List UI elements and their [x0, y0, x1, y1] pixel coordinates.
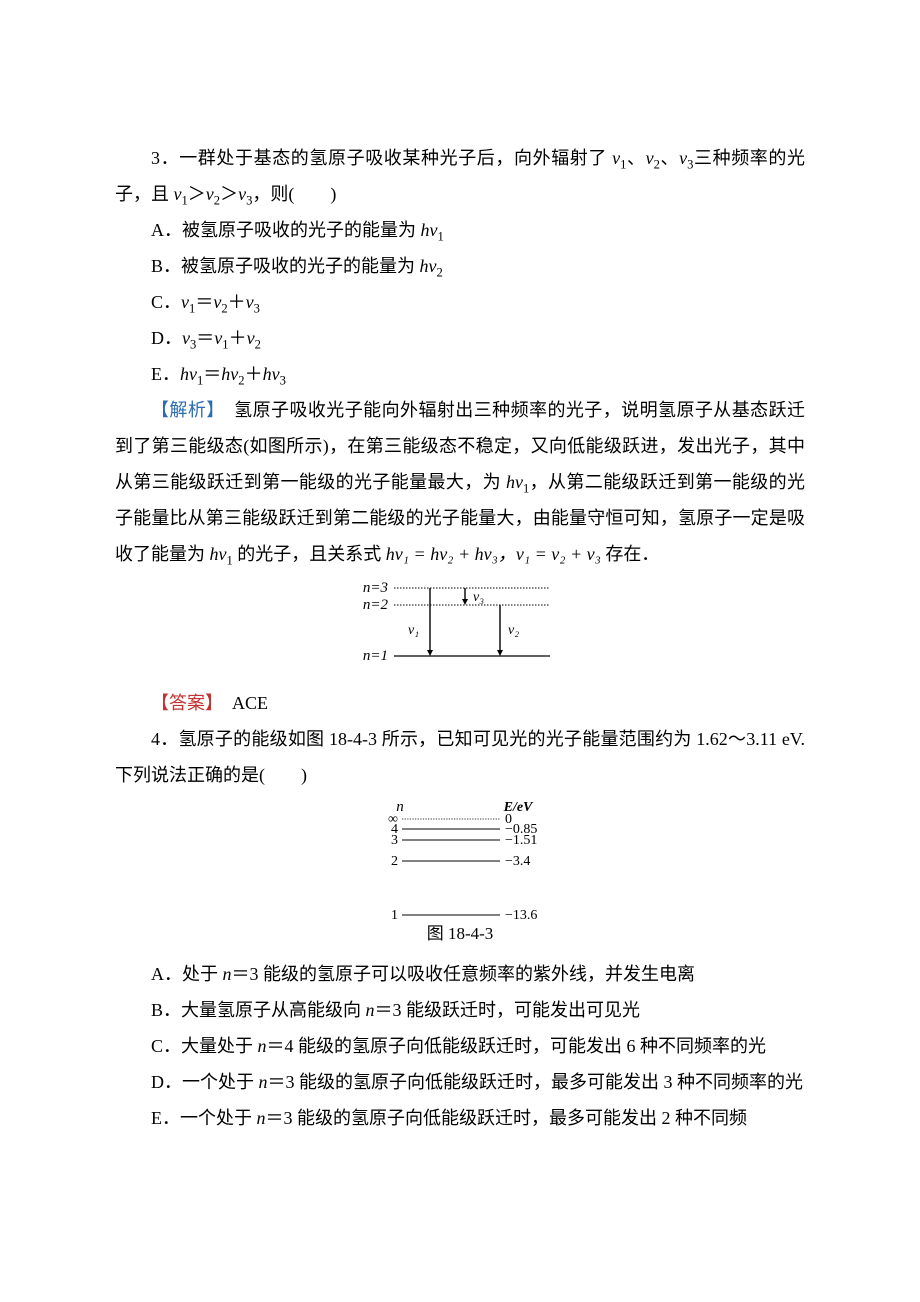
- level-label: n=2: [363, 597, 389, 613]
- var: v: [646, 148, 654, 168]
- text: 存在．: [601, 544, 660, 564]
- text: D．: [151, 328, 182, 348]
- text: ＝: [196, 328, 214, 348]
- text: E．: [151, 364, 180, 384]
- q3-answer: 【答案】 ACE: [115, 685, 805, 721]
- var: n: [366, 1000, 375, 1020]
- var: v: [238, 184, 246, 204]
- sub: 2: [255, 338, 261, 352]
- arrow-head-icon: [462, 599, 468, 605]
- q3-option-a: A．被氢原子吸收的光子的能量为 hv1: [115, 212, 805, 248]
- var: v: [679, 148, 687, 168]
- q3-diagram: n=3 n=2 n=1 ν₃ ν₁ ν₂: [115, 576, 805, 683]
- var: hv: [420, 256, 437, 276]
- q4-option-d: D．一个处于 n＝3 能级的氢原子向低能级跃迁时，最多可能发出 3 种不同频率的…: [115, 1064, 805, 1100]
- text: ，则( ): [252, 184, 336, 204]
- var: hv: [210, 544, 227, 564]
- var: hv: [421, 220, 438, 240]
- q4-option-e: E．一个处于 n＝3 能级的氢原子向低能级跃迁时，最多可能发出 2 种不同频: [115, 1100, 805, 1136]
- text: ＋: [228, 292, 246, 312]
- level-e: −13.6: [505, 908, 537, 923]
- q4-diagram: n E/eV ∞ 0 4 −0.85 3 −1.51 2 −3.4 1 −13.…: [115, 797, 805, 954]
- q3-option-b: B．被氢原子吸收的光子的能量为 hv2: [115, 248, 805, 284]
- analysis-label: 【解析】: [151, 400, 234, 420]
- text: ＋: [229, 328, 247, 348]
- sub: 2: [437, 266, 443, 280]
- text: C．大量处于: [151, 1036, 258, 1056]
- text: 3．一群处于基态的氢原子吸收某种光子后，向外辐射了: [151, 148, 612, 168]
- hydrogen-levels-icon: n E/eV ∞ 0 4 −0.85 3 −1.51 2 −3.4 1 −13.…: [340, 797, 580, 942]
- energy-diagram-icon: n=3 n=2 n=1 ν₃ ν₁ ν₂: [350, 576, 570, 671]
- arrow-label: ν₂: [508, 623, 519, 638]
- level-n: 1: [391, 908, 398, 923]
- var: v: [174, 184, 182, 204]
- answer-text: ACE: [232, 693, 268, 713]
- text: C．: [151, 292, 181, 312]
- text: ＝3 能级的氢原子向低能级跃迁时，最多可能发出 3 种不同频率的光: [268, 1072, 804, 1092]
- text: ＋: [245, 364, 263, 384]
- q3-option-d: D．v3＝v1＋v2: [115, 320, 805, 356]
- level-label: n=1: [363, 648, 388, 664]
- text: ＝4 能级的氢原子向低能级跃迁时，可能发出 6 种不同频率的光: [267, 1036, 767, 1056]
- q4-option-b: B．大量氢原子从高能级向 n＝3 能级跃迁时，可能发出可见光: [115, 992, 805, 1028]
- text: B．大量氢原子从高能级向: [151, 1000, 366, 1020]
- level-n: 2: [391, 854, 398, 869]
- q3-stem: 3．一群处于基态的氢原子吸收某种光子后，向外辐射了 v1、v2、v3三种频率的光…: [115, 140, 805, 212]
- text: ＞: [188, 184, 206, 204]
- text: 的光子，且关系式: [233, 544, 386, 564]
- q3-analysis: 【解析】 氢原子吸收光子能向外辐射出三种频率的光子，说明氢原子从基态跃迁到了第三…: [115, 392, 805, 572]
- text: 、: [626, 148, 645, 168]
- text: A．被氢原子吸收的光子的能量为: [151, 220, 421, 240]
- var: n: [257, 1108, 266, 1128]
- var: hv: [221, 364, 238, 384]
- text: ＞: [220, 184, 238, 204]
- level-label: n=3: [363, 580, 388, 596]
- text: ＝3 能级的氢原子可以吸收任意频率的紫外线，并发生电离: [232, 964, 696, 984]
- level-e: −3.4: [505, 854, 530, 869]
- arrow-label: ν₃: [473, 590, 484, 605]
- figure-caption: 图 18-4-3: [427, 924, 494, 942]
- text: D．一个处于: [151, 1072, 259, 1092]
- text: ＝: [195, 292, 213, 312]
- var: hv: [506, 472, 523, 492]
- arrow-head-icon: [427, 650, 433, 656]
- level-e: −1.51: [505, 833, 537, 848]
- var: v: [182, 328, 190, 348]
- q3-option-e: E．hv1＝hv2＋hv3: [115, 356, 805, 392]
- sub: 1: [438, 230, 444, 244]
- var: hv: [180, 364, 197, 384]
- q4-option-a: A．处于 n＝3 能级的氢原子可以吸收任意频率的紫外线，并发生电离: [115, 956, 805, 992]
- sub: 3: [280, 374, 286, 388]
- text: A．处于: [151, 964, 223, 984]
- text: ＝3 能级的氢原子向低能级跃迁时，最多可能发出 2 种不同频: [266, 1108, 748, 1128]
- var: v: [612, 148, 620, 168]
- var: n: [223, 964, 232, 984]
- text: E．一个处于: [151, 1108, 257, 1128]
- var: v: [206, 184, 214, 204]
- arrow-head-icon: [497, 650, 503, 656]
- arrow-label: ν₁: [408, 623, 419, 638]
- q3-option-c: C．v1＝v2＋v3: [115, 284, 805, 320]
- q4-option-c: C．大量处于 n＝4 能级的氢原子向低能级跃迁时，可能发出 6 种不同频率的光: [115, 1028, 805, 1064]
- text: ＝3 能级跃迁时，可能发出可见光: [375, 1000, 641, 1020]
- q4-stem: 4．氢原子的能级如图 18-4-3 所示，已知可见光的光子能量范围约为 1.62…: [115, 721, 805, 793]
- text: B．被氢原子吸收的光子的能量为: [151, 256, 420, 276]
- text: 4．氢原子的能级如图 18-4-3 所示，已知可见光的光子能量范围约为 1.62…: [115, 729, 805, 785]
- text: ＝: [203, 364, 221, 384]
- var: v: [246, 292, 254, 312]
- var: hv: [263, 364, 280, 384]
- sub: 3: [254, 302, 260, 316]
- var: v: [247, 328, 255, 348]
- answer-label: 【答案】: [151, 693, 232, 713]
- var: v: [181, 292, 189, 312]
- level-n: 3: [391, 833, 398, 848]
- equation: hv₁ = hv₂ + hv₃，v₁ = v₂ + v₃: [386, 544, 601, 564]
- text: 、: [660, 148, 679, 168]
- var: n: [258, 1036, 267, 1056]
- var: n: [259, 1072, 268, 1092]
